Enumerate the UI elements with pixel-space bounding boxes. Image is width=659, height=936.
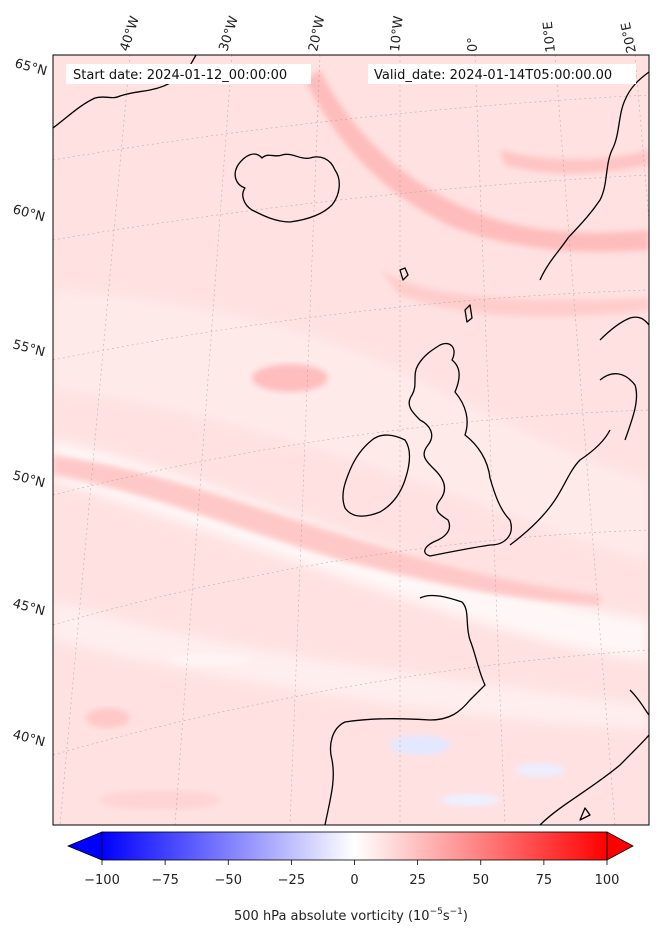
vorticity-field bbox=[53, 55, 649, 825]
lon-label-20w: 20°W bbox=[306, 14, 328, 52]
iceland-coast bbox=[234, 153, 340, 223]
continental-coast bbox=[324, 594, 486, 825]
lon-label-20e: 20°E bbox=[619, 21, 640, 55]
valid-date-label: Valid_date: 2024-01-14T05:00:00.00 bbox=[374, 68, 612, 83]
colorbar-extend-low bbox=[66, 831, 103, 861]
lat-label-40n: 40°N bbox=[11, 727, 47, 750]
great-britain-coast bbox=[408, 342, 512, 557]
start-date-box bbox=[66, 64, 311, 84]
lon-label-10e: 10°E bbox=[541, 20, 559, 53]
lat-label-60n: 60°N bbox=[11, 202, 47, 225]
colorbar: −100 −75 −50 −25 0 25 50 75 100 500 hPa absolute… bbox=[66, 831, 634, 924]
colorbar-label: 500 hPa absolute vorticity (10−5s−1) bbox=[234, 907, 468, 924]
lat-label-50n: 50°N bbox=[11, 468, 47, 491]
map-frame bbox=[52, 54, 650, 826]
colorbar-tick-label: −100 bbox=[84, 873, 120, 888]
colorbar-tick-label: 25 bbox=[409, 873, 426, 888]
lon-label-10w: 10°W bbox=[388, 15, 407, 52]
gridlines bbox=[53, 55, 649, 825]
lon-label-40w: 40°W bbox=[118, 14, 143, 53]
colorbar-tick-label: −50 bbox=[215, 873, 242, 888]
colorbar-tick-label: −75 bbox=[151, 873, 178, 888]
lat-label-55n: 55°N bbox=[11, 337, 47, 360]
lat-label-45n: 45°N bbox=[11, 596, 47, 619]
colorbar-tick-label: 50 bbox=[472, 873, 489, 888]
lat-label-65n: 65°N bbox=[13, 56, 49, 79]
colorbar-tick-label: −25 bbox=[278, 873, 305, 888]
colorbar-tick-label: 0 bbox=[350, 873, 358, 888]
colorbar-ramp bbox=[102, 832, 607, 860]
colorbar-tick-label: 100 bbox=[595, 873, 620, 888]
longitude-labels: 40°W 30°W 20°W 10°W 0° 10°E 20°E bbox=[118, 14, 640, 54]
colorbar-tick-label: 75 bbox=[536, 873, 553, 888]
ireland-coast bbox=[342, 434, 411, 517]
norway-coast bbox=[539, 71, 649, 281]
lon-label-0: 0° bbox=[466, 37, 481, 52]
valid-date-box bbox=[368, 64, 636, 84]
coastlines bbox=[53, 55, 649, 825]
latitude-labels: 65°N 60°N 55°N 50°N 45°N 40°N bbox=[11, 56, 49, 750]
colorbar-extend-high bbox=[606, 831, 634, 861]
lon-label-30w: 30°W bbox=[217, 14, 242, 53]
start-date-label: Start date: 2024-01-12_00:00:00 bbox=[73, 68, 287, 83]
